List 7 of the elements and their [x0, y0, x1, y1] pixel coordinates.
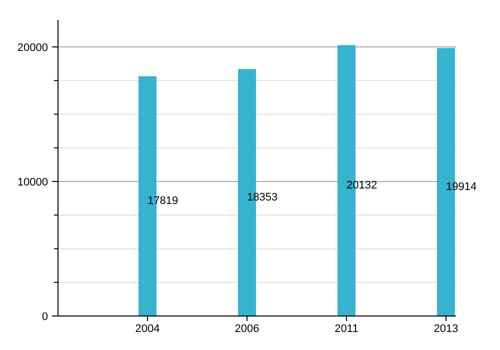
y-tick-label: 20000 — [17, 42, 48, 54]
y-tick-label: 10000 — [17, 176, 48, 188]
x-tick-label: 2004 — [135, 323, 160, 335]
x-tick-label: 2011 — [334, 323, 358, 335]
x-tick-label: 2013 — [434, 323, 458, 335]
y-tick-label: 0 — [42, 310, 48, 323]
x-tick-label: 2006 — [234, 323, 260, 335]
